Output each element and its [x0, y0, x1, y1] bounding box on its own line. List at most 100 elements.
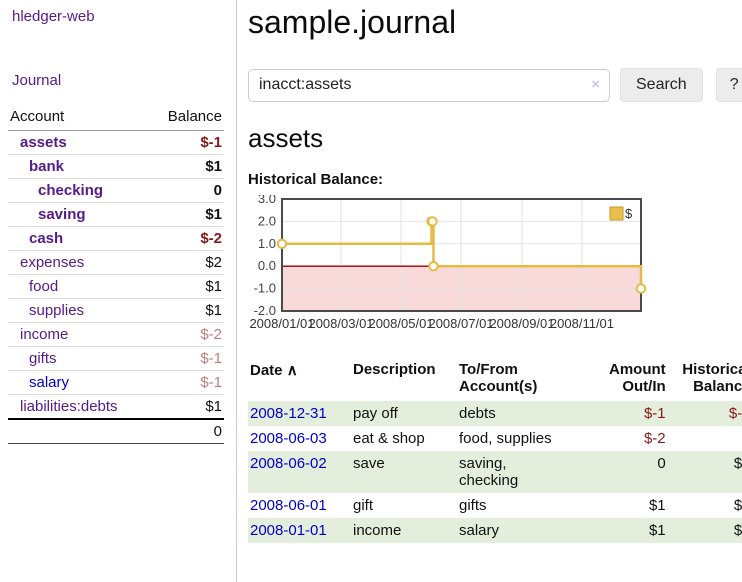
register-date-cell: 2008-01-01: [248, 518, 345, 543]
transaction-date-link[interactable]: 2008-01-01: [250, 522, 327, 539]
account-row: liabilities:debts $1: [8, 394, 224, 419]
register-balance-cell: $1: [733, 522, 742, 539]
transaction-date-link[interactable]: 2008-06-03: [250, 430, 327, 447]
transaction-date-link[interactable]: 2008-06-02: [250, 455, 327, 472]
register-description-cell: pay off: [353, 405, 398, 422]
register-amount-cell: $-1: [643, 405, 666, 422]
search-input-wrap: ×: [248, 68, 610, 102]
register-amount-cell: $1: [648, 497, 666, 514]
accounts-header-balance: Balance: [149, 105, 224, 131]
accounts-table-body: assets $-1 bank $1 checking 0 saving $1 cash $-2 e…: [8, 131, 224, 419]
account-balance: $1: [149, 298, 224, 323]
register-row: 2008-06-01 gift gifts $1 $2: [248, 493, 742, 518]
svg-text:2008/09/01: 2008/09/01: [489, 316, 554, 331]
register-amount-cell: $1: [648, 522, 666, 539]
account-row: bank $1: [8, 154, 224, 179]
register-balance-cell: 0: [668, 426, 742, 451]
account-balance: $1: [149, 154, 224, 179]
account-link-gifts[interactable]: gifts: [29, 350, 57, 367]
register-row: 2008-12-31 pay off debts $-1 $-1: [248, 401, 742, 426]
accounts-total-value: 0: [149, 418, 224, 444]
chart-label: Historical Balance:: [248, 171, 384, 188]
account-row: gifts $-1: [8, 346, 224, 371]
svg-text:2008/05/01: 2008/05/01: [368, 316, 433, 331]
page-title: sample.journal: [248, 4, 457, 40]
account-link-saving[interactable]: saving: [38, 206, 86, 223]
register-row: 2008-06-02 save saving, checking 0 $2: [248, 451, 742, 493]
register-header-description: Description: [353, 361, 436, 378]
transaction-date-link[interactable]: 2008-06-01: [250, 497, 327, 514]
main-content: sample.journal × Search ? assets Histori…: [237, 0, 742, 582]
account-balance: 0: [149, 178, 224, 203]
svg-text:2008/11/01: 2008/11/01: [550, 316, 614, 331]
svg-text:2008/03/01: 2008/03/01: [308, 316, 373, 331]
account-link-food[interactable]: food: [29, 278, 59, 295]
register-accounts-cell: gifts: [459, 497, 487, 514]
svg-text:0.0: 0.0: [258, 258, 276, 273]
app-brand[interactable]: hledger-web: [12, 8, 95, 25]
accounts-total-row: 0: [8, 418, 224, 444]
register-row: 2008-06-03 eat & shop food, supplies $-20: [248, 426, 742, 451]
account-link-supplies[interactable]: supplies: [29, 302, 85, 319]
date-header-label: Date: [250, 362, 283, 379]
account-row: assets $-1: [8, 131, 224, 155]
account-balance: $1: [149, 202, 224, 227]
transaction-date-link[interactable]: 2008-12-31: [250, 405, 327, 422]
register-balance-cell: $2: [733, 497, 742, 514]
chart-canvas[interactable]: 3.0 2.0 1.0 0.0 -1.0 -2.02008/01/012008/03/01…: [248, 195, 668, 337]
register-table: Date ∧ Description To/From Account(s) Am…: [248, 358, 742, 543]
register-balance-cell: $-1: [728, 405, 742, 422]
sidebar-item-journal[interactable]: Journal: [12, 72, 62, 89]
register-date-cell: 2008-06-03: [248, 426, 345, 451]
register-header-date[interactable]: Date ∧: [248, 358, 345, 401]
register-row: 2008-01-01 income salary $1 $1: [248, 518, 742, 543]
svg-text:2008/07/01: 2008/07/01: [428, 316, 493, 331]
account-row: saving $1: [8, 202, 224, 227]
accounts-total-spacer: [8, 418, 150, 444]
accounts-table-header-row: Account Balance: [8, 105, 224, 131]
account-balance: $1: [149, 394, 224, 419]
search-form: × Search ?: [248, 68, 742, 102]
account-link-expenses[interactable]: expenses: [20, 254, 85, 271]
account-link-salary[interactable]: salary: [29, 374, 70, 391]
account-row: food $1: [8, 274, 224, 299]
clear-search-icon[interactable]: ×: [591, 75, 600, 93]
svg-text:2.0: 2.0: [258, 213, 276, 228]
account-row: cash $-2: [8, 226, 224, 251]
account-balance: $-2: [149, 322, 224, 347]
register-header-row: Date ∧ Description To/From Account(s) Am…: [248, 358, 742, 401]
account-balance: $-2: [149, 226, 224, 251]
account-link-income[interactable]: income: [20, 326, 69, 343]
register-balance-cell: $2: [733, 455, 742, 472]
account-balance: $2: [149, 250, 224, 275]
help-button[interactable]: ?: [715, 68, 742, 102]
register-amount-cell: $-2: [643, 430, 666, 447]
register-accounts-cell: debts: [459, 405, 496, 422]
account-link-checking[interactable]: checking: [38, 182, 104, 199]
register-header-balance: Historical Balance: [682, 361, 742, 395]
account-link-cash[interactable]: cash: [29, 230, 64, 247]
account-link-bank[interactable]: bank: [29, 158, 65, 175]
account-row: income $-2: [8, 322, 224, 347]
register-accounts-cell: food, supplies: [459, 430, 552, 447]
svg-text:1.0: 1.0: [258, 236, 276, 251]
account-balance: $-1: [149, 346, 224, 371]
account-link-liabilities-debts[interactable]: liabilities:debts: [20, 398, 118, 415]
register-description-cell: income: [353, 522, 402, 539]
account-heading: assets: [248, 123, 324, 153]
register-date-cell: 2008-12-31: [248, 401, 345, 426]
account-balance: $1: [149, 274, 224, 299]
search-button[interactable]: Search: [620, 68, 703, 102]
search-input[interactable]: [248, 68, 610, 102]
sort-asc-icon: ∧: [286, 362, 298, 379]
historical-balance-chart[interactable]: 3.0 2.0 1.0 0.0 -1.0 -2.0 2008/01/01 2008/03/01…: [248, 195, 742, 337]
sidebar: hledger-web Journal Account Balance asse…: [0, 0, 237, 582]
account-row: supplies $1: [8, 298, 224, 323]
register-date-cell: 2008-06-02: [248, 451, 345, 493]
register-header-amount: Amount Out/In: [609, 361, 666, 395]
register-accounts-cell: salary: [459, 522, 500, 539]
svg-text:-1.0: -1.0: [254, 281, 276, 296]
account-link-assets[interactable]: assets: [20, 134, 67, 151]
register-table-body: 2008-12-31 pay off debts $-1 $-1 2008-06-03 ea…: [248, 401, 742, 543]
